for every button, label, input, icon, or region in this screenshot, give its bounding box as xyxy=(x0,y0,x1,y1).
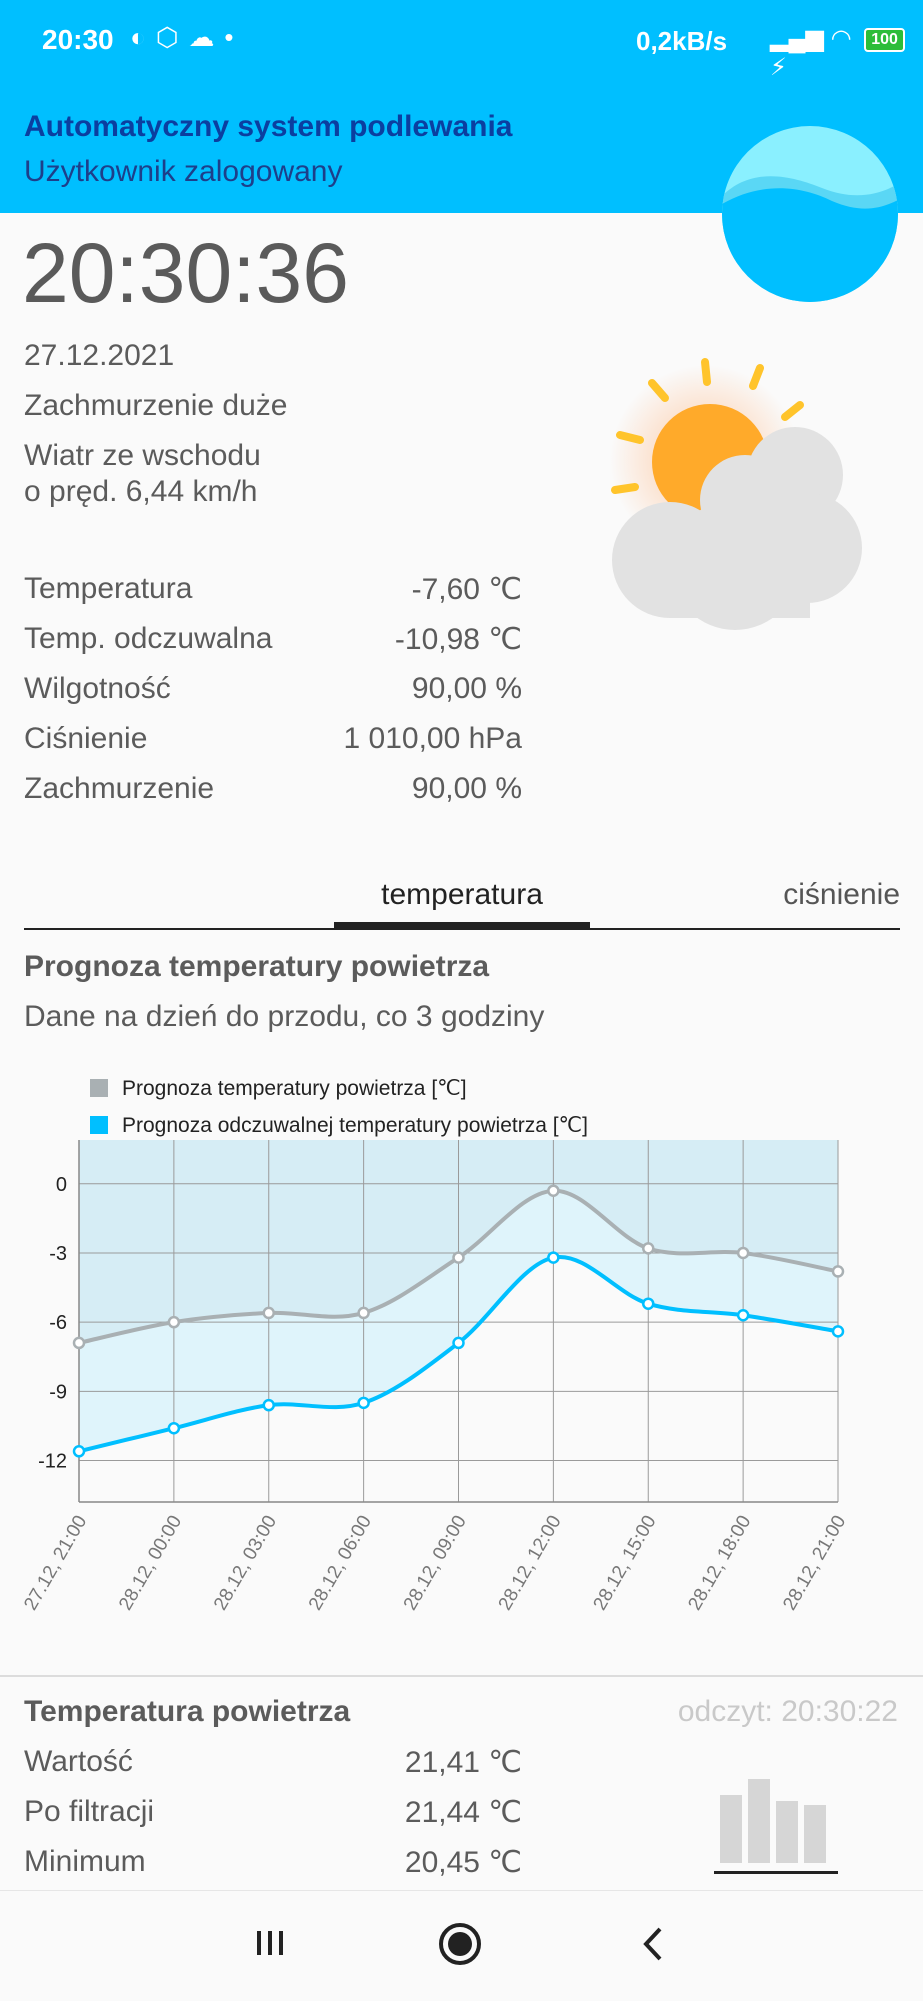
cloud-icon: ☁ xyxy=(188,22,225,52)
status-time: 20:30 xyxy=(42,24,114,55)
humidity-label: Wilgotność xyxy=(24,672,171,705)
sensor-title: Temperatura powietrza xyxy=(24,1695,351,1728)
network-speed: 0,2kB/s xyxy=(636,26,728,56)
dot-icon: • xyxy=(224,22,244,52)
bar-chart-icon[interactable] xyxy=(712,1775,840,1880)
app-title: Automatyczny system podlewania xyxy=(24,110,513,143)
charging-icon: ⚡ xyxy=(770,54,787,81)
cloudiness-label: Zachmurzenie xyxy=(24,772,215,805)
active-tab-indicator xyxy=(334,922,590,928)
x-tick-label: 27.12, 21:00 xyxy=(20,1512,91,1614)
data-point xyxy=(452,1251,465,1264)
feels-like-label: Temp. odczuwalna xyxy=(24,622,273,655)
status-right: ▂▄▆ ◠ 100 ⚡ xyxy=(770,24,923,82)
status-icons: ◐⬡☁• xyxy=(130,22,244,53)
y-tick-label: -12 xyxy=(38,1450,67,1472)
wind-line-2: o pręd. 6,44 km/h xyxy=(24,475,258,508)
data-point xyxy=(736,1246,750,1260)
cloudiness-value: 90,00 % xyxy=(411,772,522,805)
tab-pressure[interactable]: ciśnienie xyxy=(783,878,900,911)
x-tick-label: 28.12, 03:00 xyxy=(210,1512,281,1614)
temperature-label: Temperatura xyxy=(24,572,193,605)
wifi-icon: ◠ xyxy=(830,25,852,52)
data-point xyxy=(262,1398,275,1412)
y-tick-label: 0 xyxy=(56,1174,67,1196)
wind-line-1: Wiatr ze wschodu xyxy=(24,439,261,472)
hexagon-icon: ⬡ xyxy=(155,22,189,52)
sensor-minimum-label: Minimum xyxy=(24,1845,146,1878)
data-point xyxy=(547,1251,560,1264)
section-divider xyxy=(0,1675,923,1677)
forecast-subtitle: Dane na dzień do przodu, co 3 godziny xyxy=(24,1000,545,1033)
data-point xyxy=(452,1336,465,1350)
system-navbar xyxy=(0,1890,923,2001)
forecast-title: Prognoza temperatury powietrza xyxy=(24,950,490,983)
sensor-value-label: Wartość xyxy=(24,1745,133,1778)
legend-label: Prognoza odczuwalnej temperatury powietr… xyxy=(122,1114,588,1137)
humidity-value: 90,00 % xyxy=(411,672,522,705)
legend-swatch xyxy=(90,1116,108,1134)
tabs-divider xyxy=(24,928,900,930)
data-point xyxy=(831,1265,845,1278)
sensor-minimum-value: 20,45 ℃ xyxy=(404,1846,522,1879)
x-tick-label: 28.12, 18:00 xyxy=(684,1512,755,1614)
x-tick-label: 28.12, 21:00 xyxy=(779,1512,850,1614)
data-point xyxy=(642,1242,655,1255)
temperature-forecast-chart[interactable]: 0 -3 -6 -9 -12 27.12, 21:00 28.12, 00:00 28.12,… xyxy=(0,1060,923,1660)
app-icon: ◐ xyxy=(130,22,156,52)
weather-condition: Zachmurzenie duże xyxy=(24,389,288,422)
sensor-reading-time: odczyt: 20:30:22 xyxy=(677,1695,898,1728)
water-logo-icon xyxy=(722,126,898,302)
pressure-label: Ciśnienie xyxy=(24,722,148,755)
data-point xyxy=(167,1315,181,1329)
sun-cloud-icon xyxy=(585,350,870,640)
data-point xyxy=(736,1308,750,1322)
battery-icon: 100 xyxy=(864,27,905,52)
data-point xyxy=(72,1445,86,1458)
data-point xyxy=(72,1336,86,1350)
x-tick-label: 28.12, 06:00 xyxy=(305,1512,376,1614)
y-tick-label: -9 xyxy=(49,1381,67,1403)
home-icon[interactable] xyxy=(437,1921,483,1967)
x-tick-label: 28.12, 12:00 xyxy=(495,1512,566,1614)
login-status: Użytkownik zalogowany xyxy=(24,155,343,188)
data-point xyxy=(642,1297,655,1310)
pressure-value: 1 010,00 hPa xyxy=(343,722,523,755)
sensor-filtered-label: Po filtracji xyxy=(24,1795,155,1828)
tab-temperature[interactable]: temperatura xyxy=(381,878,543,911)
temperature-value: -7,60 ℃ xyxy=(411,573,522,606)
data-point xyxy=(262,1306,275,1320)
back-icon[interactable] xyxy=(638,1925,668,1963)
sensor-value: 21,41 ℃ xyxy=(404,1746,522,1779)
signal-icon: ▂▄▆ xyxy=(770,25,824,52)
legend-swatch xyxy=(90,1079,108,1097)
clock: 20:30:36 xyxy=(22,226,349,320)
data-point xyxy=(357,1306,370,1320)
sensor-filtered-value: 21,44 ℃ xyxy=(404,1796,522,1829)
recents-icon[interactable] xyxy=(255,1925,285,1961)
date: 27.12.2021 xyxy=(24,339,175,372)
x-tick-label: 28.12, 09:00 xyxy=(400,1512,471,1614)
data-point xyxy=(831,1325,845,1338)
data-point xyxy=(357,1396,370,1410)
feels-like-value: -10,98 ℃ xyxy=(394,623,522,656)
legend-label: Prognoza temperatury powietrza [℃] xyxy=(122,1077,467,1100)
y-tick-label: -3 xyxy=(49,1243,67,1265)
x-tick-label: 28.12, 00:00 xyxy=(115,1512,186,1614)
x-tick-label: 28.12, 15:00 xyxy=(590,1512,661,1614)
data-point xyxy=(547,1184,560,1197)
y-tick-label: -6 xyxy=(49,1312,67,1334)
data-point xyxy=(167,1421,181,1435)
